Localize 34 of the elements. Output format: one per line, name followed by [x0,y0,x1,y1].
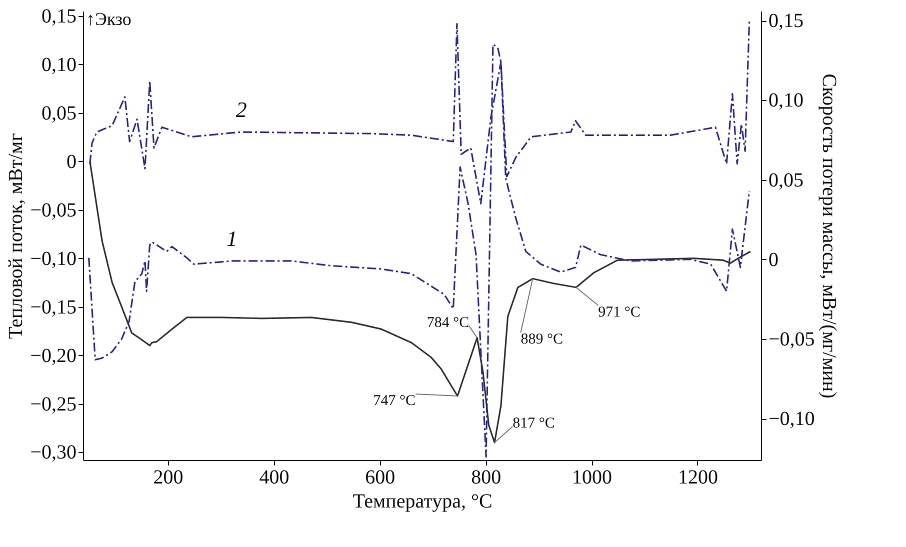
y-tick-label: −0,15 [30,296,76,318]
series-label: 1 [226,226,238,251]
y-tick-label: 0,10 [42,54,76,76]
y2-tick-label: 0,10 [768,90,804,112]
x-tick-label: 400 [259,466,290,488]
x-tick-label: 1000 [572,466,612,488]
y-tick-label: −0,20 [30,344,76,367]
y-tick-label: −0,25 [30,393,76,416]
line-series [89,160,752,444]
y-axis-title: Тепловой поток, мВт/мг [5,133,28,339]
y-tick-label: 0,15 [42,5,76,28]
annotation: 784 °C [426,314,470,331]
annotation: 747 °C [373,392,416,409]
x-tick-label: 600 [365,466,396,488]
y-tick-label: −0,10 [30,248,76,270]
annotation: ↑Экзо [86,9,132,29]
y-tick-label: −0,05 [30,199,76,222]
y-tick-label: 0,05 [42,102,76,124]
x-tick-label: 200 [153,466,184,488]
y-tick-label: −0,30 [30,442,76,464]
y-tick-label: 0 [66,150,76,173]
y2-tick-label: 0,15 [768,10,804,32]
annotation: 971 °C [598,304,640,320]
annotation: 889 °C [520,332,563,348]
x-tick-label: 800 [471,466,502,488]
y2-tick-label: −0,05 [768,328,815,350]
annotation: 817 °C [512,416,555,432]
x-axis-title: Температура, °C [352,490,492,512]
y2-axis-title: Скорость потери массы, мВт/(мг/мин) [818,74,840,398]
x-tick-label: 1200 [678,466,718,488]
series-label: 2 [236,97,247,122]
y2-tick-label: 0,05 [768,169,804,192]
y2-tick-label: −0,10 [768,408,815,430]
y2-tick-label: 0 [768,248,778,271]
